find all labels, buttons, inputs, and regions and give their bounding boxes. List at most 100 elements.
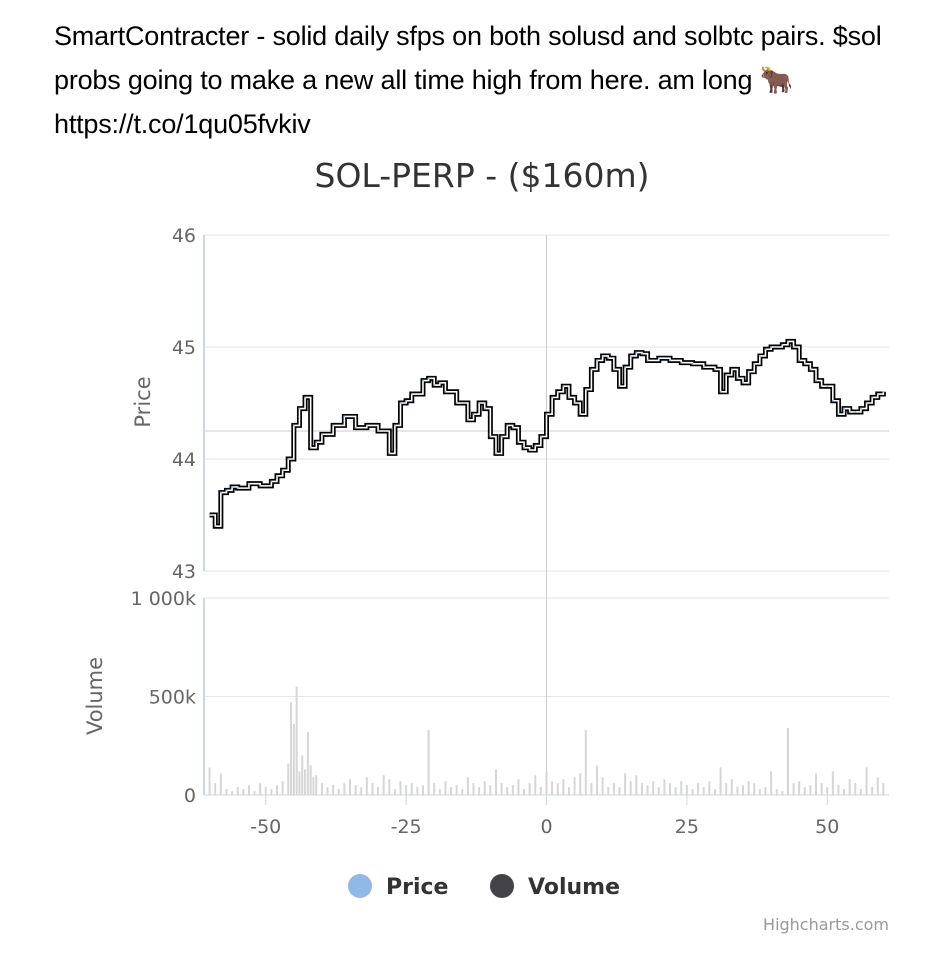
volume-bar: [242, 789, 244, 795]
price-point: [518, 441, 520, 443]
volume-bar: [675, 787, 677, 795]
volume-bar: [343, 783, 345, 795]
price-point: [855, 411, 857, 413]
price-point: [574, 402, 576, 404]
price-point: [843, 408, 845, 410]
credits-link[interactable]: Highcharts.com: [763, 915, 889, 934]
volume-bar: [405, 785, 407, 795]
volume-bar: [832, 771, 834, 795]
price-point: [287, 458, 289, 460]
volume-bar: [635, 775, 637, 795]
volume-bar: [596, 765, 598, 795]
price-point: [388, 453, 390, 455]
volume-bar: [860, 789, 862, 795]
volume-bar: [439, 789, 441, 795]
price-point: [456, 402, 458, 404]
volume-bar: [579, 773, 581, 795]
volume-bar: [366, 777, 368, 795]
price-point: [315, 441, 317, 443]
volume-bar: [590, 783, 592, 795]
price-point: [832, 400, 834, 402]
volume-bar: [301, 756, 303, 795]
volume-bar: [658, 787, 660, 795]
x-tick-label: -50: [250, 816, 281, 838]
price-point: [355, 427, 357, 429]
volume-bar: [467, 777, 469, 795]
volume-bar: [877, 777, 879, 795]
price-point: [439, 382, 441, 384]
volume-bar: [652, 781, 654, 795]
price-point: [411, 393, 413, 395]
volume-bar: [882, 783, 884, 795]
volume-bar: [506, 787, 508, 795]
price-point: [591, 369, 593, 371]
price-point: [546, 413, 548, 415]
legend-item-volume[interactable]: Volume: [490, 874, 620, 900]
price-point: [815, 380, 817, 382]
volume-bar: [296, 687, 298, 795]
price-point: [214, 525, 216, 527]
legend-item-price[interactable]: Price: [348, 874, 448, 900]
price-point: [506, 425, 508, 427]
volume-bar: [433, 783, 435, 795]
volume-bar: [501, 783, 503, 795]
volume-bar: [523, 789, 525, 795]
price-tick-label: 46: [172, 225, 196, 247]
volume-bar: [854, 783, 856, 795]
price-point: [529, 449, 531, 451]
price-point: [299, 408, 301, 410]
price-point: [523, 447, 525, 449]
volume-bar: [484, 781, 486, 795]
price-point: [534, 445, 536, 447]
volume-bar: [495, 769, 497, 795]
volume-bar: [310, 765, 312, 795]
volume-bar: [815, 773, 817, 795]
volume-tick-label: 1 000k: [131, 588, 196, 610]
x-tick-label: -25: [391, 816, 422, 838]
price-point: [624, 366, 626, 368]
volume-bar: [748, 781, 750, 795]
price-point: [293, 425, 295, 427]
volume-bar: [270, 789, 272, 795]
price-axis-title: Price: [131, 376, 155, 427]
volume-bar: [282, 781, 284, 795]
volume-bar: [307, 732, 309, 795]
price-point: [619, 385, 621, 387]
chart-title: SOL-PERP - ($160m): [315, 156, 650, 195]
volume-bar: [697, 783, 699, 795]
price-point: [220, 492, 222, 494]
volume-bar: [843, 789, 845, 795]
price-point: [568, 397, 570, 399]
volume-bar: [450, 787, 452, 795]
price-point: [765, 348, 767, 350]
volume-bar: [225, 789, 227, 795]
volume-axis-title: Volume: [83, 657, 107, 735]
volume-bar: [720, 767, 722, 795]
price-point: [304, 397, 306, 399]
x-tick-label: 0: [540, 816, 552, 838]
volume-bar: [312, 777, 314, 795]
price-point: [714, 369, 716, 371]
price-point: [394, 425, 396, 427]
price-point: [860, 408, 862, 410]
price-point: [883, 391, 885, 393]
volume-tick-label: 500k: [149, 687, 196, 709]
price-point: [658, 357, 660, 359]
volume-bar: [691, 789, 693, 795]
price-point: [501, 436, 503, 438]
volume-bar: [546, 771, 548, 795]
volume-bar: [574, 777, 576, 795]
price-point: [725, 374, 727, 376]
volume-bar: [383, 775, 385, 795]
price-point: [748, 371, 750, 373]
price-point: [563, 385, 565, 387]
volume-bar: [338, 789, 340, 795]
volume-bar: [529, 783, 531, 795]
grid-layer: [204, 235, 889, 795]
volume-bar: [647, 785, 649, 795]
volume-bar: [686, 785, 688, 795]
price-point: [332, 425, 334, 427]
volume-bar: [290, 702, 292, 795]
price-point: [405, 400, 407, 402]
volume-bar: [793, 783, 795, 795]
